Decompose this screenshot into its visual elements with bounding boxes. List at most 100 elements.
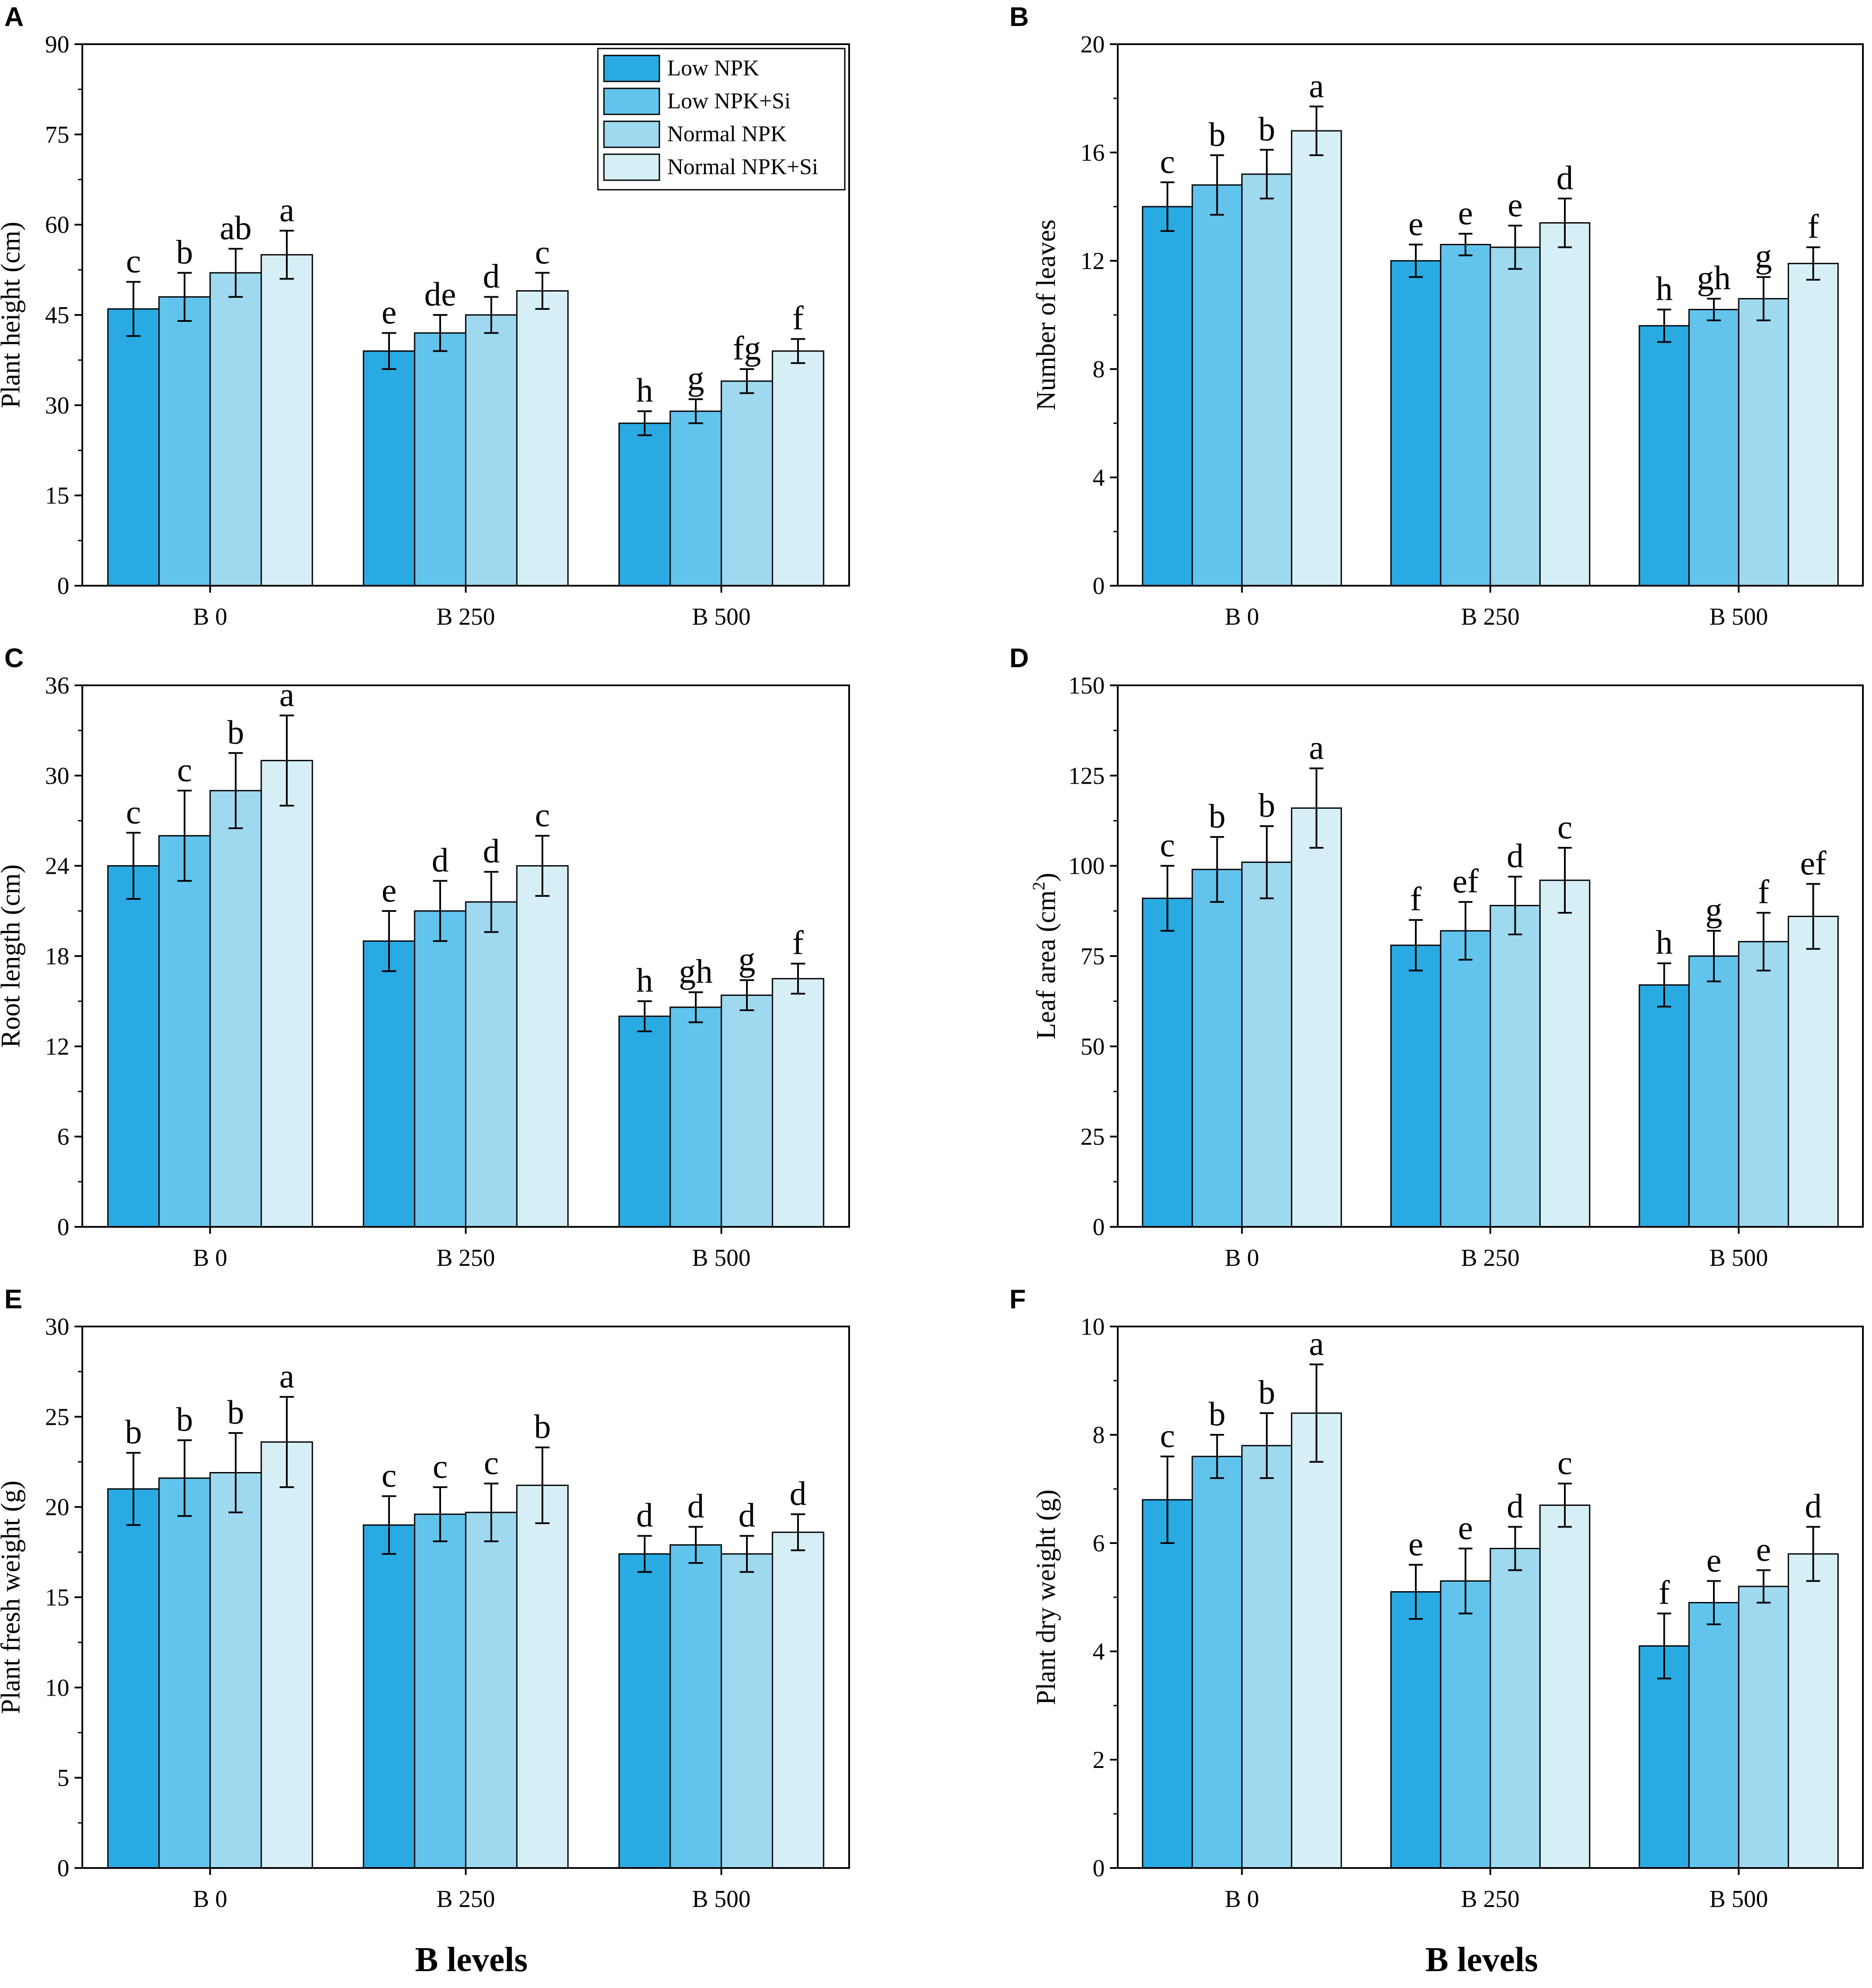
panel-letter: C [4,643,24,673]
significance-letter: e [1458,194,1473,232]
significance-letter: d [1507,1487,1524,1525]
significance-letter: g [688,359,704,397]
y-axis-label: Leaf area (cm2) [1029,873,1061,1040]
significance-letter: c [1557,1444,1573,1482]
significance-letter: c [1160,1417,1175,1454]
significance-letter: d [739,1496,756,1534]
bar [209,272,262,587]
y-axis-label: Number of leaves [1032,220,1061,411]
legend-label: Normal NPK [667,122,787,146]
bar [465,1511,518,1869]
y-tick-label: 75 [1080,943,1105,970]
x-tick-label: B 500 [692,1245,750,1271]
bar [669,1544,722,1869]
y-axis-label-close: ) [1032,873,1061,882]
y-tick-label: 150 [1068,672,1105,699]
significance-letter: f [1658,1574,1670,1612]
significance-letter: h [636,371,653,409]
bar [1291,1412,1342,1869]
legend-label: Low NPK [667,56,759,81]
bar [260,254,313,587]
bar [1291,807,1342,1228]
bar [1142,898,1193,1228]
significance-letter: b [1259,1373,1275,1411]
bar [1191,869,1243,1228]
significance-letter: c [535,796,550,833]
significance-letter: e [1408,205,1424,243]
y-tick-label: 45 [45,302,69,329]
bar [618,1553,671,1869]
significance-letter: gh [1697,259,1731,297]
bar [669,410,722,587]
significance-letter: c [1160,143,1175,180]
bar [1440,930,1491,1228]
significance-letter: e [1707,1541,1722,1579]
significance-letter: c [382,1456,397,1494]
significance-letter: fg [733,329,761,367]
significance-letter: a [279,675,295,713]
bar [720,994,773,1228]
y-tick-label: 0 [57,1855,69,1882]
x-tick-label: B 500 [1710,1245,1768,1271]
legend: Low NPK Low NPK+Si Normal NPK Normal NPK+Si [597,48,846,191]
y-tick-label: 24 [45,853,69,880]
significance-letter: d [1507,837,1524,875]
significance-letter: a [1309,67,1324,104]
bar [209,790,262,1228]
bar [772,1531,824,1869]
panel-letter: E [4,1284,22,1314]
significance-letter: a [1309,729,1324,766]
bar [107,308,160,587]
bar [209,1472,262,1869]
x-tick-label: B 250 [1461,1245,1519,1271]
bar [1539,879,1590,1228]
y-tick-label: 36 [45,672,69,699]
panel-letter: B [1009,2,1029,32]
panel-letter: D [1009,643,1029,673]
x-tick-label: B 500 [692,1886,750,1913]
bar [363,940,415,1228]
y-tick-label: 2 [1093,1747,1105,1774]
significance-letter: c [126,242,141,280]
panel-letter: A [4,2,24,32]
y-tick-label: 12 [1080,248,1105,275]
y-axis-label: Root length (cm) [0,864,26,1048]
significance-letter: b [534,1407,551,1445]
significance-letter: d [1805,1487,1822,1525]
bar [465,901,518,1228]
bar [516,865,569,1228]
bar [414,910,467,1228]
x-tick-label: B 250 [436,603,495,630]
bar [720,1553,773,1869]
x-tick-label: B 0 [193,1245,227,1271]
significance-letter: g [739,940,756,978]
significance-letter: h [636,961,653,999]
legend-label: Low NPK+Si [667,89,791,114]
x-tick-label: B 0 [1225,1245,1259,1271]
y-tick-label: 4 [1093,464,1105,491]
x-tick-label: B 500 [1710,603,1768,630]
y-tick-label: 30 [45,392,69,419]
bar [363,1524,415,1869]
y-tick-label: 8 [1093,1422,1105,1449]
bar [1788,915,1839,1228]
x-axis-title-right: B levels [1425,1941,1538,1979]
significance-letter: g [1706,891,1723,929]
x-axis-title-left: B levels [415,1941,528,1979]
x-tick-label: B 0 [1225,1886,1259,1913]
significance-letter: h [1656,924,1673,961]
y-tick-label: 20 [45,1494,69,1521]
bar [618,422,671,587]
significance-letter: e [382,293,397,331]
bar [1489,905,1541,1228]
significance-letter: c [177,751,192,788]
y-tick-label: 30 [45,1313,69,1340]
bar [158,835,211,1228]
legend-swatch [603,120,660,148]
x-tick-label: B 0 [1225,603,1259,630]
y-tick-label: 50 [1080,1033,1105,1060]
y-tick-label: 90 [45,31,69,58]
